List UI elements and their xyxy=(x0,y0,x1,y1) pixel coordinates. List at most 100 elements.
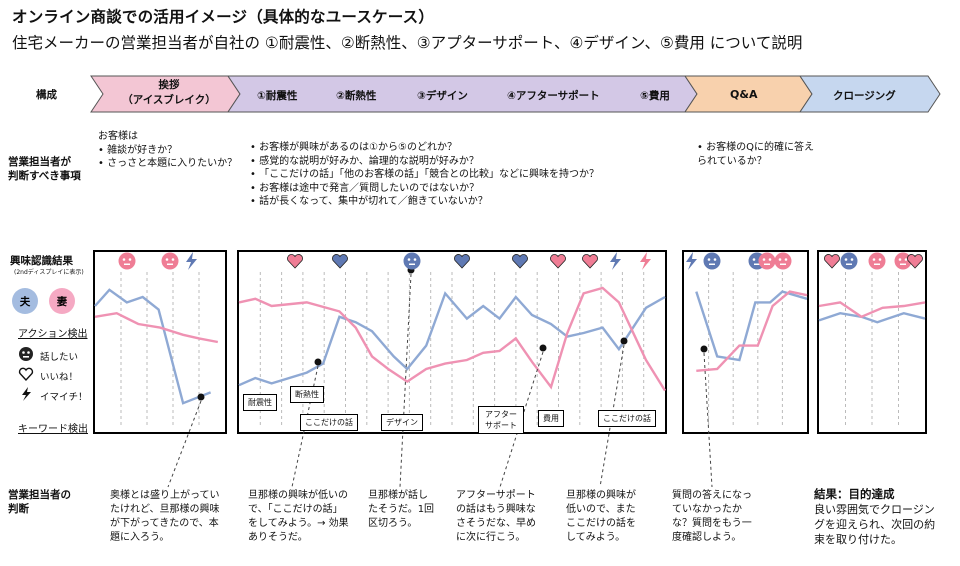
face-eye xyxy=(878,258,882,261)
flow-closing: クロージング xyxy=(833,90,896,102)
heart-icon xyxy=(512,254,528,269)
topics-judgment-bullet: • お客様は途中で発言／質問したいのではないか？ xyxy=(250,182,480,194)
lightning-icon xyxy=(686,252,697,270)
chart-panel-greeting xyxy=(93,250,227,434)
result-title: 結果：目的達成 xyxy=(814,487,895,501)
flow-greeting: 挨拶 （アイスブレイク） xyxy=(114,78,224,108)
talk-face-icon xyxy=(758,252,776,270)
event-marker xyxy=(539,344,547,352)
talk-face-icon xyxy=(118,252,136,270)
lightning-icon xyxy=(610,252,621,270)
qa-judgment-bullet: • お客様のQに的確に答えられているか？ xyxy=(697,142,814,167)
greeting-judgment: お客様は • 雑談が好きか？ • さっさと本題に入りたいか？ xyxy=(98,130,237,171)
heart-icon xyxy=(287,254,303,269)
keyword-callout: アフターサポート xyxy=(478,406,524,434)
flow-item-4: ④アフターサポート xyxy=(507,90,600,102)
keyword-callout: ここだけの話 xyxy=(598,410,656,427)
series-line-夫 xyxy=(818,311,926,324)
topics-judgment: • お客様が興味があるのは①から⑤のどれか？ • 感覚的な説明が好みか、論理的な… xyxy=(250,141,599,209)
face-eye xyxy=(707,258,711,261)
face-eye xyxy=(128,258,132,261)
keyword-callout: 断熱性 xyxy=(290,386,324,403)
leader-line xyxy=(167,400,202,488)
talk-face-icon xyxy=(868,252,886,270)
series-line-夫 xyxy=(695,290,808,362)
keyword-callout: 費用 xyxy=(538,410,564,427)
decision-row-label-line2: 判断 xyxy=(8,503,29,515)
series-line-妻 xyxy=(696,290,808,372)
series-line-夫 xyxy=(94,288,212,405)
heart-icon xyxy=(332,254,348,269)
topics-judgment-bullet: • お客様が興味があるのは①から⑤のどれか？ xyxy=(250,142,458,153)
like-label: いいね！ xyxy=(40,372,79,383)
face-eye xyxy=(752,258,756,261)
heart-icon xyxy=(550,254,566,269)
talk-face-icon xyxy=(19,347,33,361)
face-mouth xyxy=(709,263,715,265)
flow-item-1: ①耐震性 xyxy=(257,90,298,102)
decision-note: 旦那様の興味が低いので、「ここだけの話」をしてみよう。→ 効果ありそうだ。 xyxy=(248,490,349,543)
talk-face-icon xyxy=(774,252,792,270)
judgment-row-label-line1: 営業担当者が xyxy=(8,156,71,168)
decision-row-label-line1: 営業担当者の xyxy=(8,489,71,501)
event-marker xyxy=(620,337,628,345)
flow-label: 構成 xyxy=(36,89,57,101)
face-eye xyxy=(898,258,902,261)
heart-icon xyxy=(824,254,840,269)
face-eye xyxy=(768,258,772,261)
face-eye xyxy=(778,258,782,261)
face-eye xyxy=(850,258,854,261)
decision-note: 旦那様が話したそうだ。1回区切ろう。 xyxy=(368,490,435,529)
face-eye xyxy=(413,258,417,261)
flow-qa: Q&A xyxy=(730,88,758,101)
talk-label: 話したい xyxy=(40,352,79,363)
talk-face-icon xyxy=(703,252,721,270)
talk-face-icon xyxy=(840,252,858,270)
keyword-callout: デザイン xyxy=(381,414,423,431)
decision-row-label: 営業担当者の 判断 xyxy=(8,488,71,516)
face-mouth xyxy=(900,263,906,265)
lightning-icon xyxy=(640,252,651,270)
talk-face-icon xyxy=(161,252,179,270)
series-line-妻 xyxy=(818,301,926,319)
flow-greeting-label: 挨拶 xyxy=(158,79,180,91)
heart-icon xyxy=(582,254,598,269)
keyword-label: キーワード検出 xyxy=(18,424,88,435)
topics-judgment-bullet: • 話が長くなって、集中が切れて／飽きていないか？ xyxy=(250,196,488,207)
face-eye xyxy=(407,258,411,261)
keyword-callout: ここだけの話 xyxy=(300,414,358,431)
flow-greeting-sublabel: （アイスブレイク） xyxy=(122,94,216,106)
face-eye xyxy=(784,258,788,261)
judgment-row-label-line2: 判断すべき事項 xyxy=(8,170,81,182)
face-mouth xyxy=(780,263,786,265)
flow-item-2: ②断熱性 xyxy=(336,90,377,102)
topics-judgment-bullet: • 感覚的な説明が好みか、論理的な説明が好みか？ xyxy=(250,155,479,167)
greeting-judgment-bullet: • 雑談が好きか？ xyxy=(98,144,178,156)
interest-note: (2ndディスプレイに表示) xyxy=(14,269,84,276)
face-mouth xyxy=(764,263,770,265)
face-eye xyxy=(904,258,908,261)
qa-judgment: • お客様のQに的確に答えられているか？ xyxy=(697,141,817,168)
face-mouth xyxy=(409,263,415,265)
wife-badge: 妻 xyxy=(49,288,75,314)
meh-label: イマイチ！ xyxy=(40,392,88,403)
face-eye xyxy=(844,258,848,261)
face-eye xyxy=(762,258,766,261)
result-body: 良い雰囲気でクロージングを迎えられ、次回の約束を取り付けた。 xyxy=(814,503,936,546)
greeting-judgment-lead: お客様は xyxy=(98,131,138,142)
series-line-夫 xyxy=(238,291,666,387)
heart-icon xyxy=(907,254,923,269)
page-subtitle: 住宅メーカーの営業担当者が自社の ①耐震性、②断熱性、③アプターサポート、④デザ… xyxy=(12,34,803,52)
event-marker xyxy=(700,345,708,353)
action-label: アクション検出 xyxy=(18,329,88,340)
face-mouth xyxy=(167,263,173,265)
face-mouth xyxy=(874,263,880,265)
flow-item-3: ③デザイン xyxy=(417,90,468,102)
decision-note: アフターサポートの話はもう興味なさそうだな、早めに次に行こう。 xyxy=(456,490,536,543)
face-eye xyxy=(171,258,175,261)
keyword-callout: 耐震性 xyxy=(243,394,277,411)
face-mouth xyxy=(846,263,852,265)
talk-face-icon xyxy=(403,252,421,270)
